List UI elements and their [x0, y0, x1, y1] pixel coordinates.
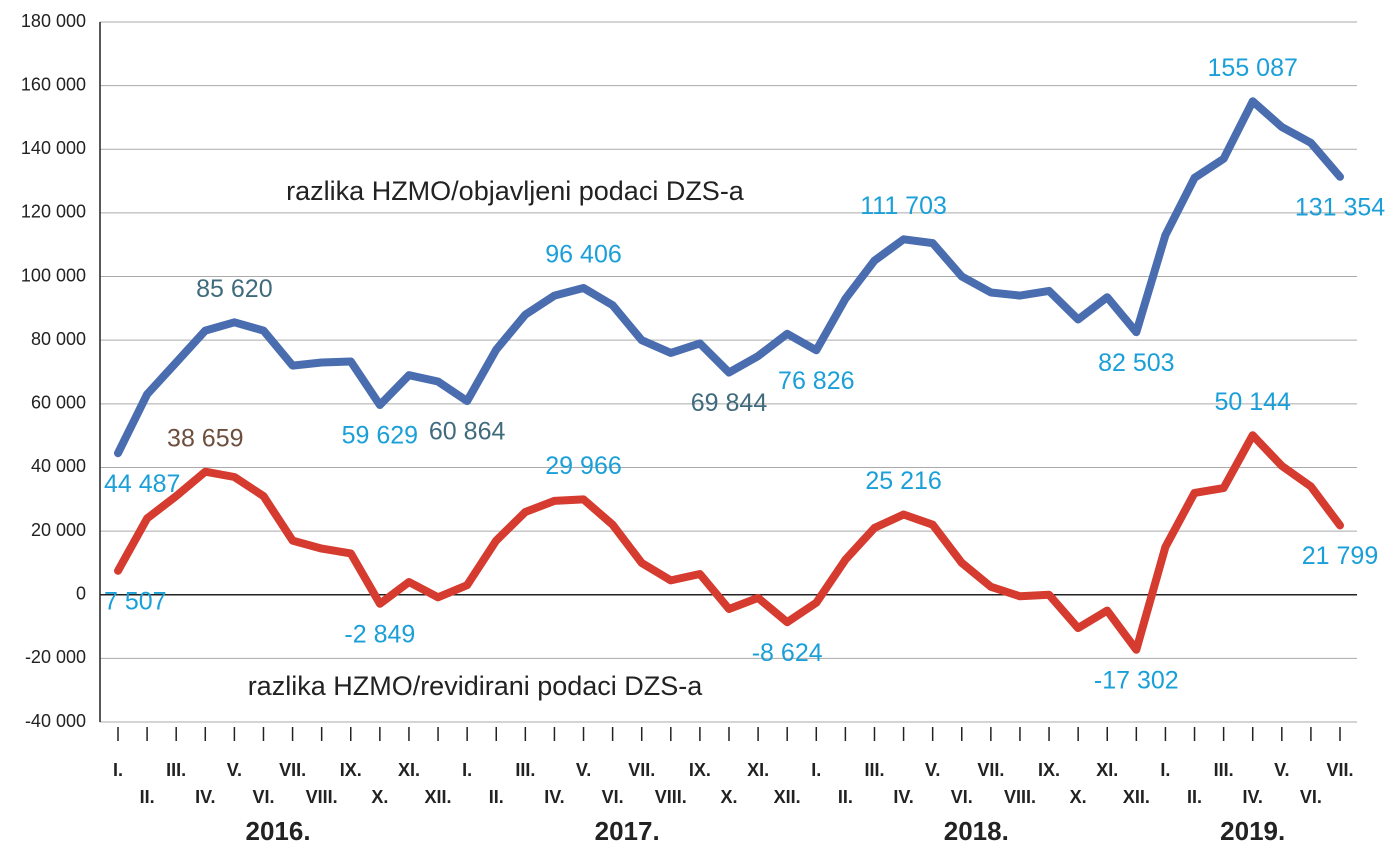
data-label: 21 799: [1302, 542, 1378, 570]
x-tick-label: XII.: [774, 787, 801, 807]
x-tick-label: IV.: [544, 787, 564, 807]
data-label: 25 216: [865, 467, 941, 495]
x-tick-label: VI.: [1300, 787, 1322, 807]
x-tick-label: IV.: [195, 787, 215, 807]
x-tick-label: VI.: [252, 787, 274, 807]
data-label: 44 487: [104, 470, 180, 498]
x-tick-label: V.: [1274, 760, 1289, 780]
x-tick-label: III.: [1214, 760, 1234, 780]
x-tick-label: III.: [166, 760, 186, 780]
data-label: 131 354: [1295, 193, 1385, 221]
x-tick-label: VI.: [602, 787, 624, 807]
x-tick-label: VIII.: [306, 787, 338, 807]
y-tick-label: 80 000: [31, 329, 86, 349]
series-line: [114, 431, 1344, 654]
y-tick-label: 40 000: [31, 456, 86, 476]
data-label: 96 406: [545, 241, 621, 269]
x-tick-label: VIII.: [1004, 787, 1036, 807]
x-tick-label: II.: [489, 787, 504, 807]
x-tick-label: I.: [1160, 760, 1170, 780]
x-tick-label: I.: [113, 760, 123, 780]
y-tick-label: 20 000: [31, 520, 86, 540]
x-tick-label: II.: [140, 787, 155, 807]
x-tick-label: IX.: [1038, 760, 1060, 780]
series-annotation: razlika HZMO/revidirani podaci DZS-a: [248, 671, 704, 701]
data-label: 76 826: [778, 367, 854, 395]
x-tick-label: I.: [462, 760, 472, 780]
x-tick-label: V.: [227, 760, 242, 780]
data-label: 29 966: [545, 452, 621, 480]
data-label: 50 144: [1214, 388, 1291, 416]
x-tick-label: VII.: [1326, 760, 1353, 780]
y-tick-label: 160 000: [21, 74, 86, 94]
x-tick-label: IX.: [340, 760, 362, 780]
data-label: 7 507: [104, 587, 167, 615]
data-label: -17 302: [1094, 666, 1179, 694]
x-tick-label: IV.: [893, 787, 913, 807]
y-tick-label: 100 000: [21, 265, 86, 285]
x-tick-label: XII.: [425, 787, 452, 807]
data-label: 155 087: [1208, 54, 1298, 82]
year-label: 2017.: [595, 816, 660, 846]
x-tick-label: III.: [515, 760, 535, 780]
x-tick-label: V.: [576, 760, 591, 780]
x-tick-label: VIII.: [655, 787, 687, 807]
x-tick-label: X.: [371, 787, 388, 807]
year-label: 2016.: [245, 816, 310, 846]
y-tick-label: 180 000: [21, 11, 86, 31]
x-tick-label: VII.: [279, 760, 306, 780]
x-tick-label: X.: [1070, 787, 1087, 807]
data-label: -2 849: [344, 620, 415, 648]
x-tick-label: XI.: [1096, 760, 1118, 780]
series-annotation: razlika HZMO/objavljeni podaci DZS-a: [286, 176, 745, 206]
data-label: 82 503: [1098, 349, 1174, 377]
data-label: 111 703: [860, 192, 947, 220]
x-tick-label: X.: [720, 787, 737, 807]
data-label: -8 624: [752, 639, 823, 667]
x-tick-label: III.: [864, 760, 884, 780]
y-tick-label: -40 000: [25, 711, 86, 731]
data-label: 59 629: [342, 422, 418, 450]
data-label: 69 844: [691, 389, 768, 417]
data-label: 60 864: [429, 418, 506, 446]
x-tick-label: XI.: [398, 760, 420, 780]
y-tick-label: 0: [76, 583, 86, 603]
x-tick-label: VI.: [951, 787, 973, 807]
x-tick-label: II.: [838, 787, 853, 807]
year-label: 2019.: [1220, 816, 1285, 846]
series-line: [114, 97, 1344, 458]
x-tick-label: IX.: [689, 760, 711, 780]
y-tick-label: 60 000: [31, 393, 86, 413]
y-tick-label: 120 000: [21, 202, 86, 222]
x-tick-label: V.: [925, 760, 940, 780]
y-tick-label: 140 000: [21, 138, 86, 158]
data-label: 38 659: [167, 424, 243, 452]
x-tick-label: II.: [1187, 787, 1202, 807]
data-label: 85 620: [196, 275, 272, 303]
x-tick-label: XII.: [1123, 787, 1150, 807]
x-tick-label: VII.: [977, 760, 1004, 780]
x-tick-label: VII.: [628, 760, 655, 780]
x-tick-label: IV.: [1243, 787, 1263, 807]
year-label: 2018.: [944, 816, 1009, 846]
y-tick-label: -20 000: [25, 647, 86, 667]
x-tick-label: XI.: [747, 760, 769, 780]
x-tick-label: I.: [811, 760, 821, 780]
